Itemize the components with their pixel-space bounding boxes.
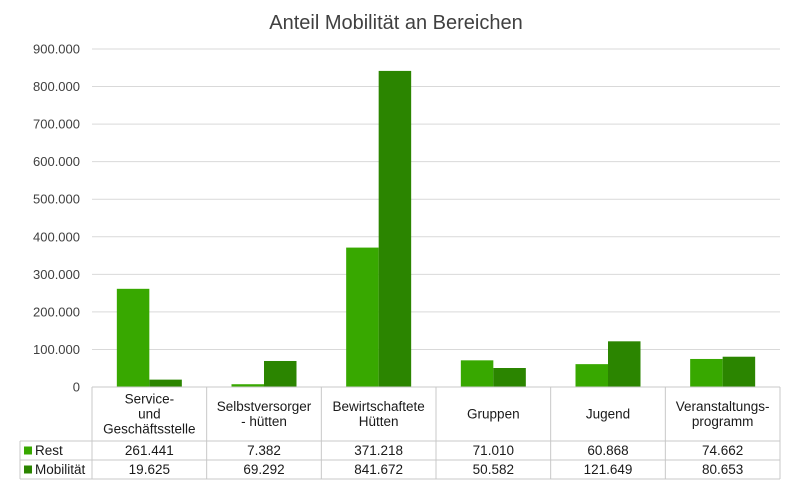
bars: [116, 70, 756, 388]
data-value: 371.218: [354, 443, 403, 458]
bar-rest: [116, 288, 150, 387]
data-value: 19.625: [129, 462, 170, 477]
data-value: 60.868: [587, 443, 628, 458]
y-tick-label: 500.000: [33, 192, 80, 207]
category-label: Veranstaltungs-programm: [676, 399, 770, 429]
y-tick-label: 400.000: [33, 229, 80, 244]
bar-rest: [690, 358, 723, 387]
bar-rest: [460, 360, 494, 387]
y-tick-label: 600.000: [33, 154, 80, 169]
data-value: 50.582: [473, 462, 514, 477]
y-tick-label: 800.000: [33, 79, 80, 94]
chart-title: Anteil Mobilität an Bereichen: [269, 12, 522, 34]
bar-rest: [231, 384, 264, 387]
data-value: 80.653: [702, 462, 743, 477]
gridlines: [92, 48, 780, 350]
legend-key: [24, 446, 32, 455]
data-value: 121.649: [584, 462, 633, 477]
bar-mobilit-t: [608, 341, 641, 387]
data-value: 71.010: [473, 443, 514, 458]
data-value: 7.382: [247, 443, 281, 458]
bar-mobilit-t: [149, 379, 182, 387]
bar-rest: [575, 364, 608, 387]
bar-mobilit-t: [722, 356, 756, 387]
bar-rest: [346, 247, 379, 387]
category-label: Bewirtschaftete Hütten: [333, 399, 425, 429]
category-label: Service-und Geschäftsstelle: [103, 392, 195, 437]
y-axis: 0 100.000 200.000 300.000 400.000 500.000 600.…: [33, 42, 80, 395]
legend-label: Rest: [35, 443, 63, 458]
category-label: Jugend: [586, 407, 630, 422]
data-value: 74.662: [702, 443, 743, 458]
data-value: 69.292: [243, 462, 284, 477]
data-value: 261.441: [125, 443, 174, 458]
y-tick-label: 0: [73, 380, 80, 395]
bar-mobilit-t: [493, 368, 526, 387]
y-tick-label: 900.000: [33, 42, 80, 57]
bar-mobilit-t: [264, 360, 297, 387]
data-table: Service-und Geschäftsstelle Selbstversorge…: [19, 386, 781, 480]
category-label: Gruppen: [467, 407, 520, 422]
legend-label: Mobilität: [35, 462, 86, 477]
data-value: 841.672: [354, 462, 403, 477]
y-tick-label: 100.000: [33, 342, 80, 357]
bar-mobilit-t: [378, 70, 412, 388]
y-tick-label: 700.000: [33, 117, 80, 132]
y-tick-label: 200.000: [33, 304, 80, 319]
category-label: Selbstversorger - hütten: [217, 399, 312, 429]
y-tick-label: 300.000: [33, 267, 80, 282]
legend-key: [24, 465, 32, 474]
